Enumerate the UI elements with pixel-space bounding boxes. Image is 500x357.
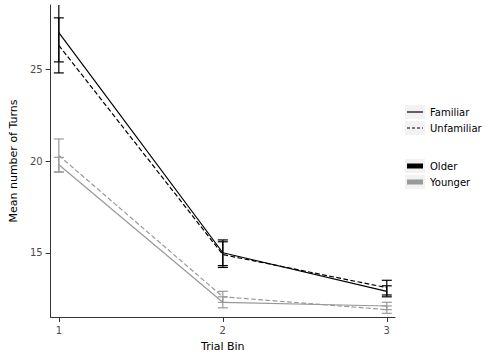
svg-text:2: 2 xyxy=(220,325,226,336)
svg-text:Younger: Younger xyxy=(429,177,471,188)
svg-text:Unfamiliar: Unfamiliar xyxy=(430,123,483,134)
svg-text:Familiar: Familiar xyxy=(430,107,470,118)
svg-text:1: 1 xyxy=(56,325,62,336)
svg-text:15: 15 xyxy=(30,247,43,258)
svg-text:3: 3 xyxy=(384,325,390,336)
svg-text:20: 20 xyxy=(30,156,43,167)
svg-text:Trial Bin: Trial Bin xyxy=(200,340,245,353)
svg-text:Older: Older xyxy=(430,161,458,172)
svg-text:Mean number of Turns: Mean number of Turns xyxy=(7,99,20,222)
svg-text:25: 25 xyxy=(30,64,43,75)
